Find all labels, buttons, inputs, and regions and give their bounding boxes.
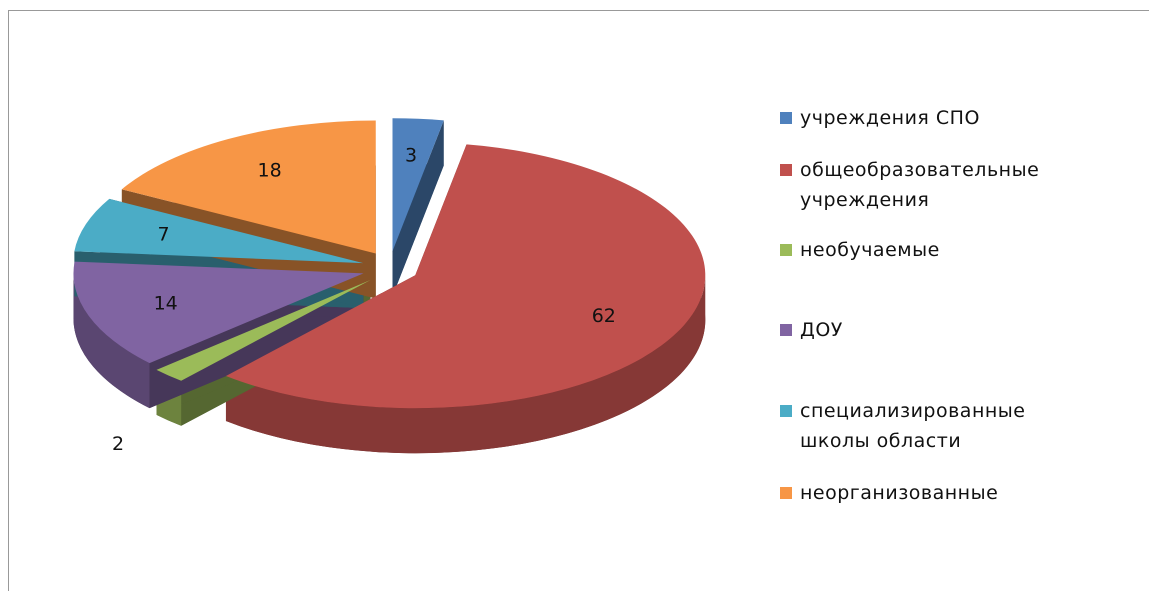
slice: [392, 118, 444, 252]
slice: [225, 144, 706, 409]
tops: [73, 118, 706, 409]
legend-swatch: [780, 112, 792, 124]
legend-label: специализированные школы области: [800, 400, 1026, 452]
legend-swatch: [780, 405, 792, 417]
legend-swatch: [780, 244, 792, 256]
data-label: 7: [157, 224, 169, 246]
legend-label: ДОУ: [800, 319, 843, 341]
data-label: 62: [592, 305, 616, 327]
slice-side: [73, 273, 150, 409]
legend-swatch: [780, 164, 792, 176]
legend-item: учреждения СПО: [780, 103, 1140, 133]
legend-label: неорганизованные: [800, 482, 999, 504]
data-label: 2: [112, 433, 124, 455]
data-label: 18: [257, 160, 281, 182]
legend-item: ДОУ: [780, 315, 1140, 345]
legend-swatch: [780, 324, 792, 336]
legend-swatch: [780, 487, 792, 499]
slice: [156, 280, 371, 381]
legend-item: специализированные школы области: [780, 396, 1140, 456]
legend-label: необучаемые: [800, 239, 940, 261]
slice-wall: [392, 120, 444, 297]
legend-label: учреждения СПО: [800, 107, 980, 129]
data-label: 3: [405, 144, 417, 166]
data-label: 14: [154, 293, 178, 315]
slice: [73, 261, 364, 364]
slice: [74, 198, 364, 264]
slice-side: [225, 275, 706, 454]
slice: [121, 120, 376, 254]
legend-label: общеобразовательные учреждения: [800, 159, 1040, 211]
legend-item: необучаемые: [780, 235, 1140, 265]
legend-item: неорганизованные: [780, 478, 1140, 508]
legend-item: общеобразовательные учреждения: [780, 155, 1140, 215]
